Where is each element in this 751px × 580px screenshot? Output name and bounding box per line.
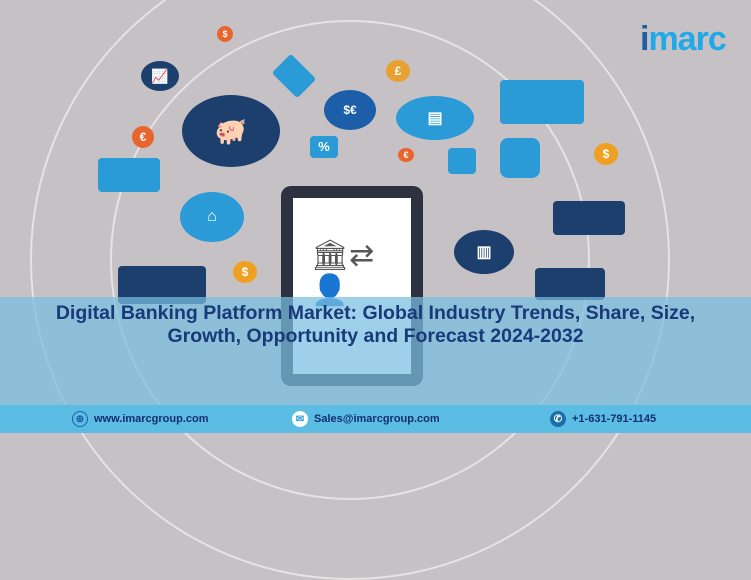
title-line-1: Digital Banking Platform Market: Global … bbox=[55, 302, 696, 324]
footer-email[interactable]: ✉ Sales@imarcgroup.com bbox=[292, 411, 440, 427]
percent-icon: % bbox=[310, 136, 338, 158]
email-link[interactable]: Sales@imarcgroup.com bbox=[314, 413, 440, 425]
cheque-icon bbox=[553, 201, 625, 235]
dollar-coin-icon: $ bbox=[233, 261, 257, 283]
card-icon bbox=[98, 158, 160, 192]
footer-bar: ⊕ www.imarcgroup.com ✉ Sales@imarcgroup.… bbox=[0, 405, 751, 433]
footer-phone[interactable]: ✆ +1-631-791-1145 bbox=[550, 411, 656, 427]
logo-rest: marc bbox=[648, 20, 726, 58]
dollar-coin-icon: $ bbox=[594, 143, 618, 165]
page-title: Digital Banking Platform Market: Global … bbox=[0, 302, 751, 348]
mail-icon: ✉ bbox=[292, 411, 308, 427]
receipt-icon: ▥ bbox=[454, 230, 514, 274]
logo-i: i bbox=[640, 20, 650, 58]
phone-icon: ✆ bbox=[550, 411, 566, 427]
euro-coin-icon: € bbox=[132, 126, 154, 148]
phone-number[interactable]: +1-631-791-1145 bbox=[572, 413, 657, 425]
calculator-icon bbox=[500, 138, 540, 178]
title-line-2: Growth, Opportunity and Forecast 2024-20… bbox=[167, 325, 584, 347]
user-transfer-icon bbox=[535, 268, 605, 300]
globe-icon: ⊕ bbox=[72, 411, 88, 427]
piggy-bank-icon: 🐖 bbox=[182, 95, 280, 167]
chart-icon: 📈 bbox=[141, 61, 179, 91]
website-link[interactable]: www.imarcgroup.com bbox=[94, 413, 209, 425]
card-payment-icon bbox=[500, 80, 584, 124]
euro-coin-icon: € bbox=[398, 148, 414, 162]
title-band bbox=[0, 297, 751, 405]
dollar-coin-icon: $ bbox=[217, 26, 233, 42]
bank-location-icon: ⌂ bbox=[180, 192, 244, 242]
imarc-logo: imarc bbox=[640, 20, 727, 59]
document-icon: ▤ bbox=[396, 96, 474, 140]
lock-icon bbox=[448, 148, 476, 174]
currency-exchange-icon: $€ bbox=[324, 90, 376, 130]
pound-coin-icon: £ bbox=[386, 60, 410, 82]
footer-website[interactable]: ⊕ www.imarcgroup.com bbox=[72, 411, 209, 427]
